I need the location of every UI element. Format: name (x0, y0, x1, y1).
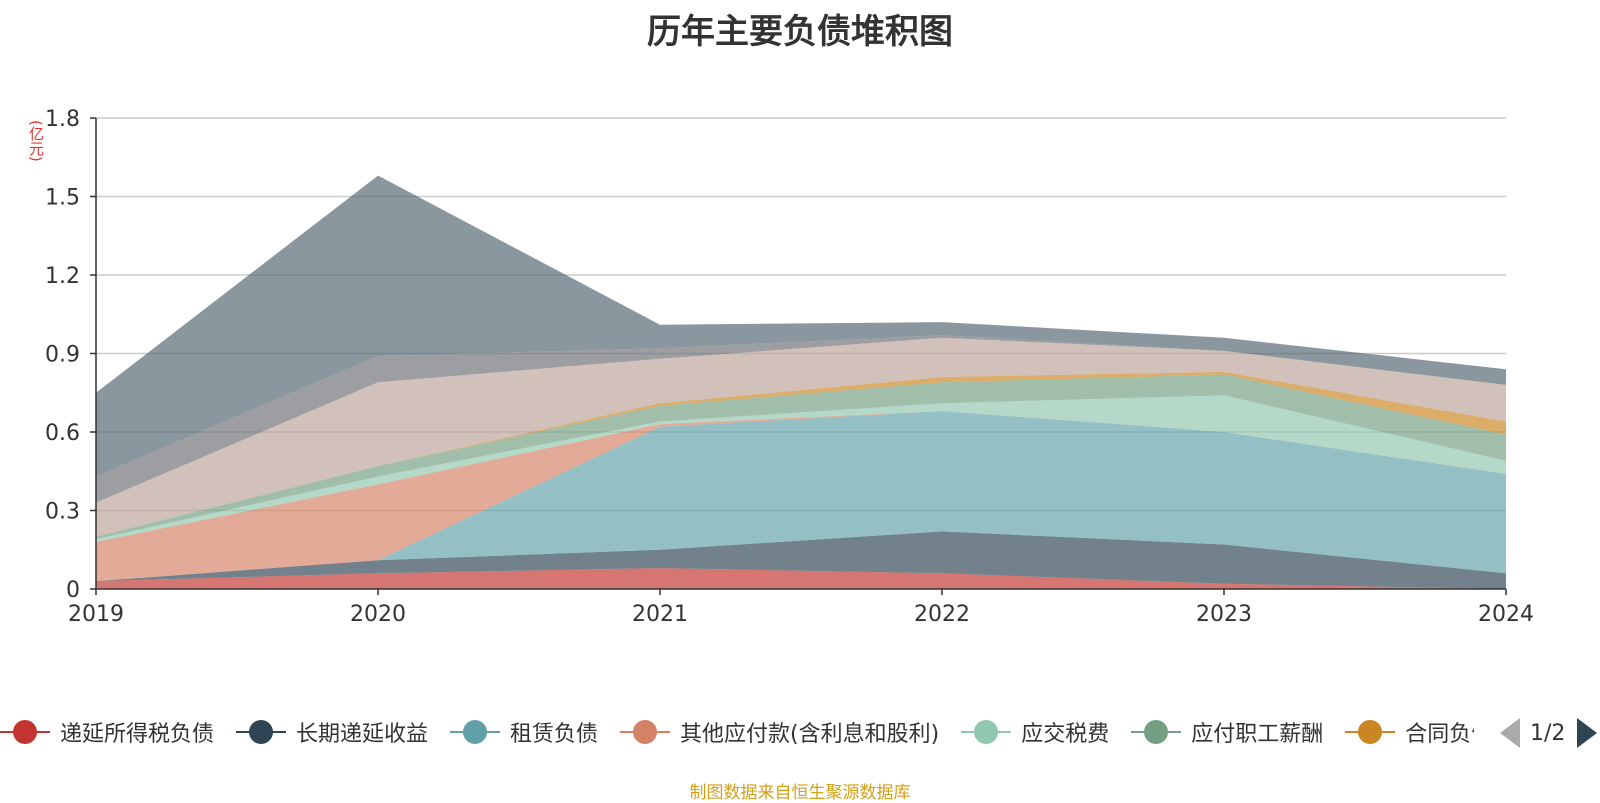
area-series (96, 568, 1506, 589)
area-series (96, 411, 1506, 582)
legend-item[interactable]: 租赁负债 (450, 716, 598, 748)
y-tick-label: 1.8 (45, 107, 80, 132)
area-series (96, 374, 1506, 540)
y-axis-unit: (亿元) (27, 120, 45, 162)
legend-label: 应付职工薪酬 (1191, 722, 1324, 747)
legend-item[interactable]: 长期递延收益 (236, 716, 428, 748)
legend-marker-icon (1131, 719, 1182, 745)
legend-item[interactable]: 递延所得税负债 (0, 716, 214, 748)
legend-marker-icon (1345, 719, 1396, 745)
legend-marker-icon (620, 719, 671, 745)
y-tick-label: 0 (66, 578, 80, 603)
legend-item[interactable]: 应付职工薪酬 (1131, 716, 1323, 748)
legend-label: 递延所得税负债 (60, 722, 215, 747)
area-series (96, 175, 1506, 589)
y-tick-label: 0.9 (45, 343, 80, 368)
legend-pager: 1/2 (1500, 716, 1598, 750)
area-series (96, 411, 1506, 582)
next-page-icon[interactable] (1577, 718, 1598, 748)
legend-label: 租赁负债 (510, 722, 599, 747)
legend-label: 其他应付款(含利息和股利) (680, 722, 940, 747)
legend-marker-icon (450, 719, 501, 745)
legend-label: 应交税费 (1021, 722, 1110, 747)
x-tick-label: 2019 (68, 602, 124, 627)
area-series (96, 531, 1506, 589)
legend-marker-icon (236, 719, 287, 745)
x-tick-label: 2022 (914, 602, 970, 627)
legend-item[interactable]: 其他应付款(含利息和股利) (620, 716, 939, 748)
area-series (96, 337, 1506, 537)
legend-marker-icon (0, 719, 50, 745)
y-tick-label: 1.5 (45, 186, 80, 211)
legend-label: 合同负债 (1405, 722, 1474, 747)
chart-plot: 0 0.3 0.6 0.9 1.2 1.5 1.8 2019 2020 2021 2022 2023 2… (45, 107, 1534, 627)
data-source: 制图数据来自恒生聚源数据库 (689, 783, 911, 803)
legend-item[interactable]: 应交税费 (961, 716, 1109, 748)
y-tick-label: 1.2 (45, 264, 80, 289)
chart-title: 历年主要负债堆积图 (647, 12, 953, 52)
x-tick-label: 2023 (1196, 602, 1252, 627)
legend-label: 长期递延收益 (296, 722, 429, 747)
x-tick-label: 2024 (1478, 602, 1534, 627)
legend: 递延所得税负债 长期递延收益 租赁负债 其他应付款(含利息和股利) 应交税费 应付职工薪酬… (0, 716, 1474, 750)
x-tick-label: 2021 (632, 602, 688, 627)
y-tick-label: 0.3 (45, 500, 80, 525)
y-tick-label: 0.6 (45, 421, 80, 446)
area-series (96, 175, 1506, 477)
x-tick-label: 2020 (350, 602, 406, 627)
axes: 0 0.3 0.6 0.9 1.2 1.5 1.8 2019 2020 2021 2022 2023 2… (45, 107, 1534, 627)
legend-page-number: 1/2 (1530, 720, 1566, 746)
legend-item[interactable]: 合同负债 (1345, 716, 1474, 748)
legend-marker-icon (961, 719, 1012, 745)
prev-page-icon[interactable] (1500, 718, 1520, 748)
